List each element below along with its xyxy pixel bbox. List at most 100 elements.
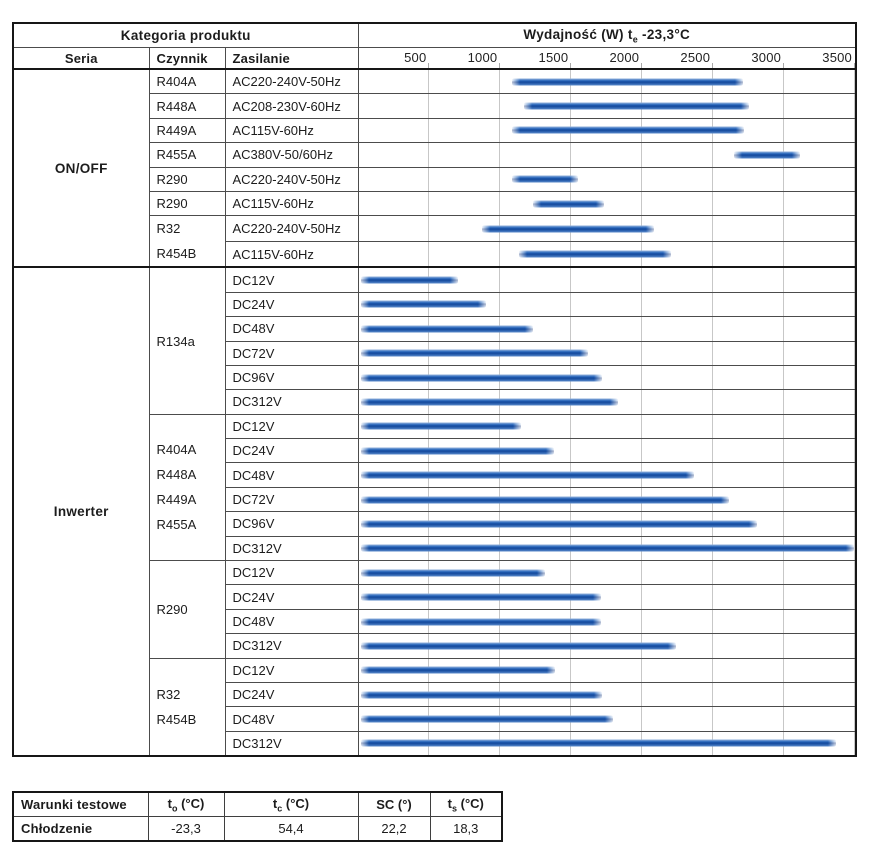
capacity-bar: [511, 126, 745, 134]
czynnik-label: R455A: [156, 517, 197, 533]
table-row: Inwerter R134a DC12V: [12, 266, 857, 757]
main-table-body: ON/OFF R404A AC220-240V-50Hz R448A AC208-230…: [12, 67, 857, 757]
czynnik-label: R134a: [156, 333, 195, 349]
capacity-bar: [360, 349, 588, 357]
table-row: DC96V: [13, 511, 857, 537]
zasilanie-cell: AC115V-60Hz: [224, 117, 359, 144]
gridline: [712, 143, 714, 167]
capacity-bar: [360, 422, 521, 430]
gridline: [499, 70, 501, 93]
czynnik-cell: R32 R454B: [148, 657, 226, 757]
czynnik-label: R404A: [156, 74, 197, 90]
gridline: [783, 366, 785, 389]
table-row: DC24V: [13, 584, 857, 610]
zasilanie-cell: DC72V: [224, 486, 359, 513]
product-capacity-table: Kategoria produktu Wydajność (W) te -23,…: [12, 22, 857, 758]
gridline: [783, 488, 785, 511]
seria-cell: ON/OFF: [12, 67, 150, 268]
gridline: [854, 70, 855, 93]
gridline: [783, 342, 785, 365]
zasilanie-cell: AC220-240V-50Hz: [224, 166, 359, 192]
zasilanie-cell: DC12V: [224, 560, 359, 586]
axis-tick-mark: [712, 63, 714, 68]
gridline: [783, 390, 785, 414]
table-row: DC24V: [13, 681, 857, 708]
table-row: R449A AC115V-60Hz: [13, 117, 857, 144]
czynnik-cell: R290: [148, 560, 226, 659]
table-row: R455A AC380V-50/60Hz: [13, 142, 857, 168]
gridline: [783, 415, 785, 438]
gridline: [570, 561, 572, 584]
table-row: R448A AC208-230V-60Hz: [13, 93, 857, 119]
gridline: [712, 366, 714, 389]
gridline: [499, 242, 501, 267]
table-row: DC72V: [13, 486, 857, 513]
gridline: [641, 168, 643, 191]
gridline: [570, 317, 572, 340]
czynnik-label: R454B: [156, 711, 197, 727]
chart-cell: [357, 190, 857, 217]
x-axis: 500 1000 1500 2000 2500 3000 3500: [357, 47, 857, 70]
axis-tick-label: 2000: [609, 50, 640, 65]
table-row: DC96V: [13, 364, 857, 391]
czynnik-cell: R404A: [148, 68, 226, 95]
gridline: [783, 707, 785, 731]
chart-cell: [357, 166, 857, 192]
capacity-bar: [360, 618, 602, 625]
table-row: R290 DC12V: [13, 560, 857, 659]
gridline: [712, 269, 714, 292]
zasilanie-cell: DC72V: [224, 340, 359, 366]
gridline: [499, 94, 501, 118]
gridline: [854, 488, 855, 511]
test-conditions-title: Warunki testowe: [12, 791, 149, 817]
zasilanie-cell: DC312V: [224, 535, 359, 562]
chart-cell: [357, 93, 857, 119]
capacity-bar: [360, 471, 694, 479]
capacity-bar: [360, 447, 554, 455]
chart-cell: [357, 535, 857, 562]
gridline: [712, 317, 714, 340]
test-column-header: ts (°C): [429, 791, 503, 817]
chart-cell: [357, 240, 857, 268]
gridline: [854, 269, 855, 292]
test-mode-label: Chłodzenie: [12, 816, 149, 842]
chart-cell: [357, 291, 857, 318]
gridline: [570, 143, 572, 167]
chart-cell: [357, 706, 857, 732]
axis-tick-label: 3000: [751, 50, 782, 65]
zasilanie-cell: AC220-240V-50Hz: [224, 215, 359, 242]
table-row: DC48V: [13, 608, 857, 635]
gridline: [783, 293, 785, 316]
gridline: [428, 216, 430, 241]
gridline: [783, 561, 785, 584]
gridline: [712, 242, 714, 267]
test-value-cell: -23,3: [147, 816, 225, 842]
gridline: [854, 342, 855, 365]
gridline: [854, 610, 855, 633]
axis-tick-label: 3500: [822, 50, 852, 65]
gridline: [641, 269, 643, 292]
czynnik-label: R290: [156, 196, 188, 212]
gridline: [570, 293, 572, 316]
czynnik-label: R448A: [156, 98, 197, 114]
czynnik-label: R32: [156, 221, 181, 237]
czynnik-label: R449A: [156, 492, 197, 508]
axis-tick-mark: [641, 63, 643, 68]
zasilanie-cell: DC312V: [224, 730, 359, 757]
gridline: [783, 585, 785, 609]
zasilanie-cell: DC96V: [224, 364, 359, 391]
gridline: [712, 463, 714, 487]
chart-cell: [357, 438, 857, 464]
gridline: [783, 683, 785, 706]
czynnik-label: R32: [156, 686, 181, 702]
czynnik-label: R290: [156, 601, 188, 617]
chart-title-suffix: -23,3°C: [638, 26, 691, 42]
chart-cell: [357, 657, 857, 683]
gridline: [712, 415, 714, 438]
zasilanie-cell: DC48V: [224, 462, 359, 488]
chart-cell: [357, 608, 857, 635]
seria-column-header: Seria: [12, 47, 150, 70]
gridline: [854, 659, 855, 682]
gridline: [783, 192, 785, 215]
